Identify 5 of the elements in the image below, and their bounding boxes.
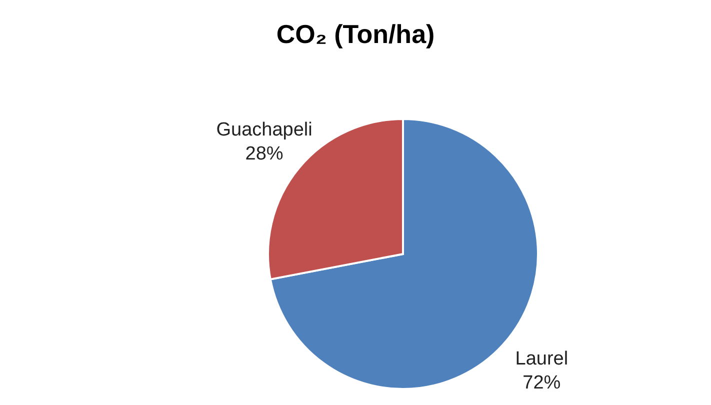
slice-label: Guachapeli [216, 119, 312, 140]
chart-title: CO₂ (Ton/ha) [275, 18, 436, 51]
data-label: 72% [522, 372, 561, 394]
slice-label: Laurel [515, 348, 568, 370]
data-label: 28% [245, 143, 284, 164]
